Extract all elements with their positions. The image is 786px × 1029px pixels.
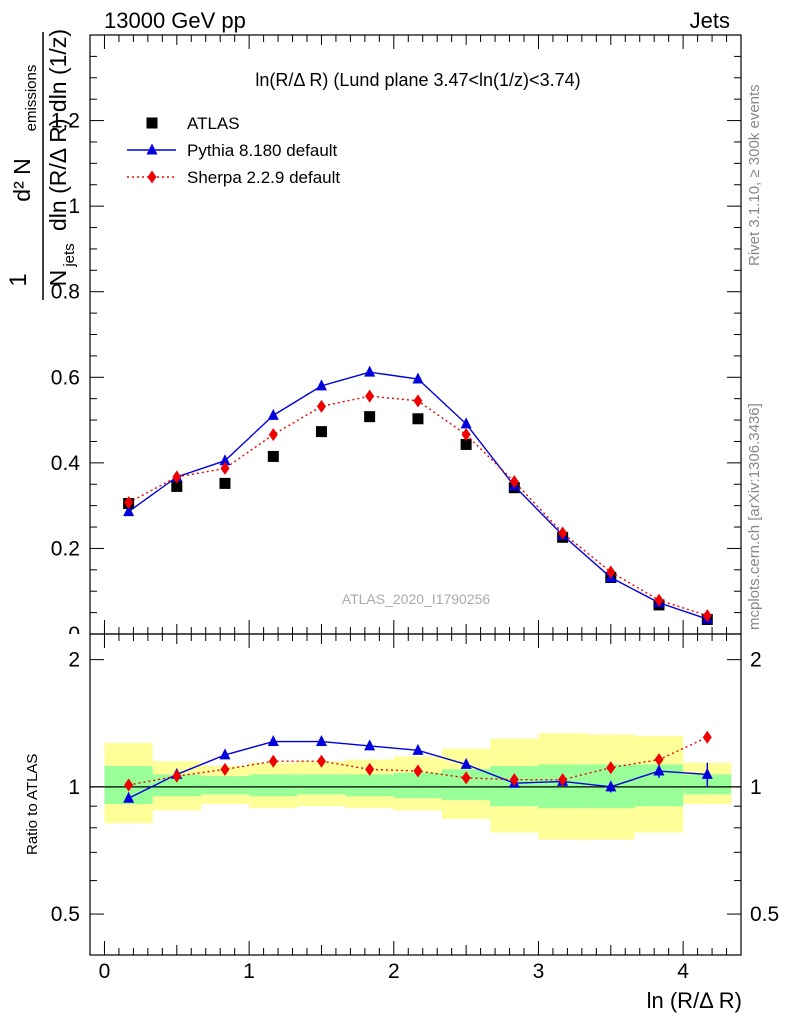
data-point-sherpa <box>172 470 182 484</box>
legend-marker-sherpa <box>147 170 157 184</box>
mcplots-label: mcplots.cern.ch [arXiv:1306.3436] <box>746 403 763 630</box>
ratio-band-green <box>249 774 298 797</box>
y-label-denominator-n: N <box>45 270 71 287</box>
energy-label: 13000 GeV pp <box>104 8 246 33</box>
ratio-point-pythia <box>605 780 617 792</box>
x-axis-label: ln (R/Δ R) <box>647 988 742 1013</box>
ratio-point-pythia <box>364 739 376 751</box>
data-point-sherpa <box>509 475 519 489</box>
data-point-atlas <box>171 480 183 492</box>
ratio-point-sherpa <box>654 753 664 767</box>
ratio-band-green <box>200 776 250 795</box>
ratio-point-sherpa <box>702 730 712 744</box>
data-point-sherpa <box>316 399 326 413</box>
y-label-numerator: d² N <box>9 158 35 201</box>
data-point-pythia <box>219 454 231 466</box>
legend-label-atlas: ATLAS <box>187 114 240 133</box>
x-tick-label: 2 <box>388 960 400 983</box>
plot-title: ln(R/Δ R) (Lund plane 3.47<ln(1/z)<3.74) <box>255 70 580 90</box>
series-line-pythia <box>128 371 708 620</box>
legend-label-sherpa: Sherpa 2.2.9 default <box>187 168 340 187</box>
data-point-pythia <box>315 379 327 391</box>
process-label: Jets <box>690 8 730 33</box>
main-y-tick-label: 0.4 <box>51 452 81 475</box>
data-point-sherpa <box>268 428 278 442</box>
x-tick-label: 3 <box>533 960 545 983</box>
ratio-y-tick-label: 1 <box>68 776 80 799</box>
ratio-point-sherpa <box>220 762 230 776</box>
ratio-y-tick-label-right: 2 <box>750 649 762 672</box>
legend-marker-atlas <box>146 117 158 129</box>
data-point-atlas <box>267 450 279 462</box>
ratio-point-sherpa <box>268 754 278 768</box>
ratio-point-sherpa <box>509 773 519 787</box>
x-tick-label: 0 <box>99 960 111 983</box>
data-point-sherpa <box>220 461 230 475</box>
data-point-sherpa <box>654 593 664 607</box>
data-point-pythia <box>412 372 424 384</box>
ratio-point-sherpa <box>461 771 471 785</box>
ratio-point-sherpa <box>606 761 616 775</box>
ratio-y-tick-label-right: 1 <box>750 776 762 799</box>
data-point-pythia <box>364 365 376 377</box>
ratio-point-pythia <box>123 791 135 803</box>
ratio-point-pythia <box>219 748 231 760</box>
ratio-point-sherpa <box>124 778 134 792</box>
ratio-band-green <box>297 774 346 795</box>
ratio-point-pythia <box>701 767 713 779</box>
y-label-denominator-rest: dln (R/Δ R) dln (1/z) <box>45 29 71 231</box>
main-y-tick-label: 0.6 <box>51 366 80 389</box>
data-point-sherpa <box>461 428 471 442</box>
ratio-point-sherpa <box>413 764 423 778</box>
ratio-point-sherpa <box>172 769 182 783</box>
ratio-point-pythia <box>412 743 424 755</box>
data-point-atlas <box>460 438 472 450</box>
x-tick-label: 4 <box>677 960 689 983</box>
ratio-y-tick-label: 2 <box>68 649 80 672</box>
ratio-point-pythia <box>315 735 327 747</box>
data-point-pythia <box>460 417 472 429</box>
data-point-sherpa <box>124 496 134 510</box>
ratio-point-sherpa <box>365 762 375 776</box>
main-y-tick-label: 0.8 <box>51 281 80 304</box>
watermark: ATLAS_2020_I1790256 <box>342 591 491 607</box>
y-label-one: 1 <box>5 273 32 286</box>
legend-label-pythia: Pythia 8.180 default <box>187 141 338 160</box>
data-point-sherpa <box>558 526 568 540</box>
ratio-point-pythia <box>653 764 665 776</box>
ratio-point-sherpa <box>316 754 326 768</box>
x-tick-label: 1 <box>243 960 255 983</box>
ratio-band-green <box>345 774 394 797</box>
data-point-pythia <box>267 408 279 420</box>
ratio-y-tick-label: 0.5 <box>51 903 80 926</box>
ratio-point-pythia <box>267 735 279 747</box>
data-point-pythia <box>123 505 135 517</box>
data-point-sherpa <box>702 609 712 623</box>
ratio-y-label: Ratio to ATLAS <box>24 754 41 855</box>
main-y-tick-label: 0.2 <box>51 537 80 560</box>
data-point-atlas <box>412 413 424 425</box>
main-y-tick-label: 1.2 <box>51 110 80 133</box>
ratio-frame <box>89 633 742 956</box>
data-point-sherpa <box>365 389 375 403</box>
y-label-denominator-sub: jets <box>61 243 78 267</box>
rivet-label: Rivet 3.1.10, ≥ 300k events <box>746 84 763 266</box>
data-point-sherpa <box>606 565 616 579</box>
y-label-numerator-sub: emissions <box>23 65 40 132</box>
main-y-tick-label-zero: 0 <box>68 623 80 646</box>
data-point-sherpa <box>413 394 423 408</box>
ratio-y-tick-label-right: 0.5 <box>750 903 779 926</box>
ratio-point-sherpa <box>558 773 568 787</box>
legend-marker-pythia <box>146 143 158 155</box>
data-point-atlas <box>364 411 376 423</box>
data-point-atlas <box>315 426 327 438</box>
data-point-atlas <box>219 477 231 489</box>
main-y-tick-label: 1 <box>68 195 80 218</box>
ratio-point-pythia <box>460 757 472 769</box>
